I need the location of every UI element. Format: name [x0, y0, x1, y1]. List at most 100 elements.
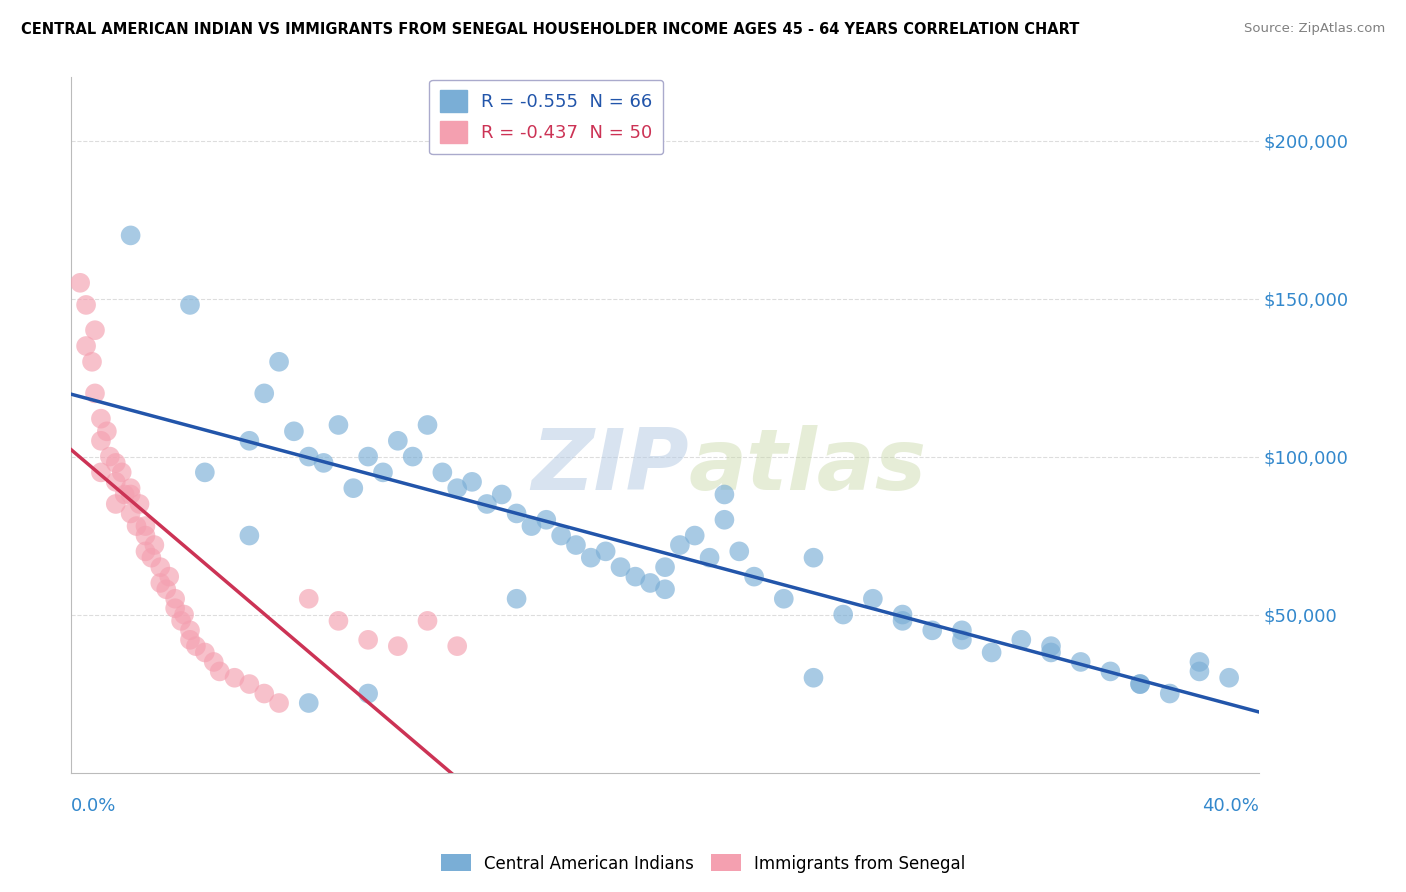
Text: ZIP: ZIP: [531, 425, 689, 508]
Point: [654, 582, 676, 597]
Point: [579, 550, 602, 565]
Point: [120, 481, 142, 495]
Point: [461, 475, 484, 489]
Point: [536, 513, 558, 527]
Text: 40.0%: 40.0%: [1202, 797, 1258, 815]
Point: [111, 466, 134, 480]
Point: [1188, 665, 1211, 679]
Point: [90, 466, 112, 480]
Point: [1159, 687, 1181, 701]
Point: [683, 528, 706, 542]
Point: [638, 576, 661, 591]
Text: CENTRAL AMERICAN INDIAN VS IMMIGRANTS FROM SENEGAL HOUSEHOLDER INCOME AGES 45 - : CENTRAL AMERICAN INDIAN VS IMMIGRANTS FR…: [21, 22, 1080, 37]
Point: [357, 687, 380, 701]
Point: [713, 487, 735, 501]
Point: [387, 434, 409, 448]
Point: [728, 544, 751, 558]
Point: [921, 624, 943, 638]
Point: [491, 487, 513, 501]
Point: [609, 560, 631, 574]
Point: [1099, 665, 1122, 679]
Point: [98, 450, 121, 464]
Point: [104, 497, 127, 511]
Point: [134, 544, 156, 558]
Point: [312, 456, 335, 470]
Point: [141, 550, 163, 565]
Point: [595, 544, 617, 558]
Point: [179, 298, 201, 312]
Point: [283, 425, 305, 439]
Point: [96, 425, 118, 439]
Point: [224, 671, 246, 685]
Point: [1040, 639, 1063, 653]
Point: [120, 507, 142, 521]
Point: [120, 228, 142, 243]
Point: [298, 696, 321, 710]
Point: [520, 519, 543, 533]
Point: [267, 696, 290, 710]
Point: [772, 591, 794, 606]
Point: [475, 497, 498, 511]
Point: [328, 614, 350, 628]
Point: [565, 538, 588, 552]
Point: [624, 569, 647, 583]
Point: [342, 481, 364, 495]
Point: [179, 624, 201, 638]
Point: [194, 466, 217, 480]
Point: [891, 607, 914, 622]
Point: [155, 582, 177, 597]
Point: [713, 513, 735, 527]
Point: [1129, 677, 1152, 691]
Point: [298, 591, 321, 606]
Text: atlas: atlas: [689, 425, 927, 508]
Point: [134, 519, 156, 533]
Point: [803, 671, 825, 685]
Point: [75, 339, 97, 353]
Point: [84, 386, 107, 401]
Point: [253, 386, 276, 401]
Point: [238, 434, 260, 448]
Point: [114, 487, 136, 501]
Point: [654, 560, 676, 574]
Point: [170, 614, 193, 628]
Point: [134, 528, 156, 542]
Text: 0.0%: 0.0%: [72, 797, 117, 815]
Point: [143, 538, 166, 552]
Point: [669, 538, 692, 552]
Point: [267, 355, 290, 369]
Point: [238, 677, 260, 691]
Point: [505, 591, 527, 606]
Point: [253, 687, 276, 701]
Point: [84, 323, 107, 337]
Point: [173, 607, 195, 622]
Point: [90, 434, 112, 448]
Point: [184, 639, 207, 653]
Point: [298, 450, 321, 464]
Point: [1070, 655, 1092, 669]
Legend: R = -0.555  N = 66, R = -0.437  N = 50: R = -0.555 N = 66, R = -0.437 N = 50: [429, 79, 664, 154]
Point: [432, 466, 454, 480]
Point: [125, 519, 148, 533]
Point: [179, 632, 201, 647]
Point: [742, 569, 765, 583]
Point: [416, 417, 439, 432]
Point: [1188, 655, 1211, 669]
Point: [69, 276, 91, 290]
Point: [446, 481, 468, 495]
Point: [104, 456, 127, 470]
Point: [699, 550, 721, 565]
Point: [446, 639, 468, 653]
Legend: Central American Indians, Immigrants from Senegal: Central American Indians, Immigrants fro…: [434, 847, 972, 880]
Point: [357, 450, 380, 464]
Point: [803, 550, 825, 565]
Point: [416, 614, 439, 628]
Point: [402, 450, 425, 464]
Point: [157, 569, 180, 583]
Point: [75, 298, 97, 312]
Point: [550, 528, 572, 542]
Point: [208, 665, 231, 679]
Point: [1040, 645, 1063, 659]
Point: [120, 487, 142, 501]
Point: [165, 601, 187, 615]
Point: [1218, 671, 1240, 685]
